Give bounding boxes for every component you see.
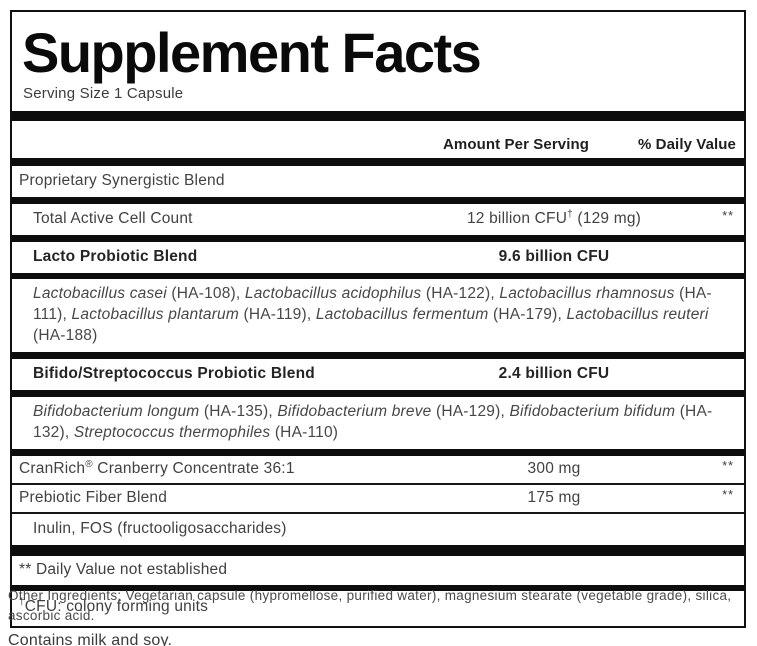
text-segment: (HA-132), [33,403,713,441]
ingredient-row: Proprietary Synergistic Blend [12,166,744,197]
superscript-mark: † [567,208,573,220]
daily-value-cell: ** [674,209,734,228]
amount-per-serving-value: 175 mg [434,489,674,507]
serving-size-text: Serving Size 1 Capsule [23,85,184,102]
other-ingredients-line-2: ascorbic acid. [8,608,95,623]
text-segment: ** Daily Value not established [19,561,228,578]
divider-bar [12,390,744,397]
superscript-mark: ® [85,458,93,470]
text-segment: (HA-188) [33,327,98,344]
ingredient-name: Proprietary Synergistic Blend [19,172,734,190]
strain-name: Bifidobacterium longum [33,403,200,420]
divider-bar [12,545,744,556]
serving-divider-bar [12,111,744,121]
text-segment: 2.4 billion CFU [498,365,610,382]
strain-name: Lactobacillus plantarum [71,306,239,323]
strain-name: Lactobacillus reuteri [566,306,709,323]
ingredient-name: CranRich® Cranberry Concentrate 36:1 [19,458,434,478]
facts-rows: Proprietary Synergistic Blend Total Activ… [12,166,744,556]
footnote-text: ** Daily Value not established [12,556,744,585]
text-segment: Proprietary Synergistic Blend [19,172,225,189]
daily-value-asterisks: ** [722,459,734,473]
text-segment: Prebiotic Fiber Blend [19,489,168,506]
text-segment: Cranberry Concentrate 36:1 [92,460,295,477]
ingredient-row: Bifido/Streptococcus Probiotic Blend 2.4 … [12,359,744,390]
text-segment: Inulin, FOS (fructooligosaccharides) [33,520,287,537]
divider-bar [12,273,744,279]
footnote-text: †CFU: colony forming units [12,591,744,626]
divider-bar [12,449,744,456]
text-segment: 9.6 billion CFU [498,248,610,265]
text-segment: Lacto Probiotic Blend [33,248,198,265]
strain-name: Lactobacillus rhamnosus [499,285,675,302]
supplement-facts-panel: Supplement Facts Serving Size 1 Capsule … [10,10,746,628]
strain-name: Bifidobacterium breve [277,403,432,420]
text-segment: 12 billion CFU [466,210,568,227]
daily-value-header: % Daily Value [637,136,736,153]
ingredient-name: Total Active Cell Count [19,210,434,228]
amount-per-serving-value: 12 billion CFU† (129 mg) [434,208,674,228]
amount-per-serving-value: 9.6 billion CFU [434,248,674,266]
ingredient-name: Lacto Probiotic Blend [19,248,434,266]
text-segment: (HA-179), [488,306,567,323]
amount-per-serving-value: 2.4 billion CFU [434,365,674,383]
text-segment: (HA-110) [270,424,339,441]
strain-name: Streptococcus thermophiles [73,424,271,441]
footnotes: ** Daily Value not established †CFU: colo… [12,556,744,626]
ingredient-name: Prebiotic Fiber Blend [19,489,434,507]
ingredient-row: CranRich® Cranberry Concentrate 36:1 300 … [12,456,744,483]
header-divider-bar [12,158,744,166]
thin-divider-line [12,483,744,485]
divider-bar [12,585,744,591]
other-ingredients-line-1: Other Ingredients: Vegetarian capsule (h… [8,588,732,603]
below-panel-text: Other Ingredients: Vegetarian capsule (h… [8,586,753,646]
divider-bar [12,352,744,359]
ingredient-row: Prebiotic Fiber Blend 175 mg ** [12,485,744,512]
thin-divider-line [12,512,744,514]
strain-name: Lactobacillus acidophilus [244,285,422,302]
text-segment: 175 mg [527,489,581,506]
allergen-statement: Contains milk and soy. [8,632,173,646]
blend-strains-row: Lactobacillus casei (HA-108), Lactobacil… [12,279,744,352]
text-segment: Bifido/Streptococcus Probiotic Blend [33,365,315,382]
text-segment: (HA-135), [199,403,278,420]
strain-name: Lactobacillus casei [33,285,167,302]
text-segment: (HA-119), [239,306,316,323]
text-segment: (HA-129), [431,403,510,420]
column-header-row: Amount Per Serving % Daily Value [12,121,744,158]
text-segment: (HA-111), [33,285,712,323]
ingredient-name: Bifido/Streptococcus Probiotic Blend [19,365,434,383]
strain-name: Bifidobacterium bifidum [509,403,676,420]
text-segment: (HA-122), [421,285,500,302]
daily-value-asterisks: ** [722,488,734,502]
superscript-mark: † [19,596,25,608]
ingredient-name: Bifidobacterium longum (HA-135), Bifidob… [33,401,730,443]
other-ingredients-text: Other Ingredients: Vegetarian capsule (h… [8,586,753,626]
divider-bar [12,197,744,204]
daily-value-asterisks: ** [722,209,734,223]
ingredient-row: Inulin, FOS (fructooligosaccharides) [12,514,744,545]
ingredient-row: Lacto Probiotic Blend 9.6 billion CFU [12,242,744,273]
daily-value-cell: ** [674,488,734,507]
panel-title: Supplement Facts [22,21,482,84]
blend-strains-row: Bifidobacterium longum (HA-135), Bifidob… [12,397,744,449]
ingredient-name: Lactobacillus casei (HA-108), Lactobacil… [33,283,730,346]
daily-value-cell: ** [674,459,734,478]
text-segment: (HA-108), [166,285,245,302]
ingredient-row: Total Active Cell Count 12 billion CFU† (… [12,204,744,235]
amount-per-serving-header: Amount Per Serving [443,136,589,153]
strain-name: Lactobacillus fermentum [315,306,489,323]
text-segment: (129 mg) [572,210,642,227]
divider-bar [12,235,744,242]
text-segment: CranRich [19,460,86,477]
text-segment: 300 mg [527,460,581,477]
amount-per-serving-value: 300 mg [434,460,674,478]
ingredient-name: Inulin, FOS (fructooligosaccharides) [19,520,434,538]
text-segment: Total Active Cell Count [33,210,193,227]
text-segment: CFU: colony forming units [24,598,209,615]
